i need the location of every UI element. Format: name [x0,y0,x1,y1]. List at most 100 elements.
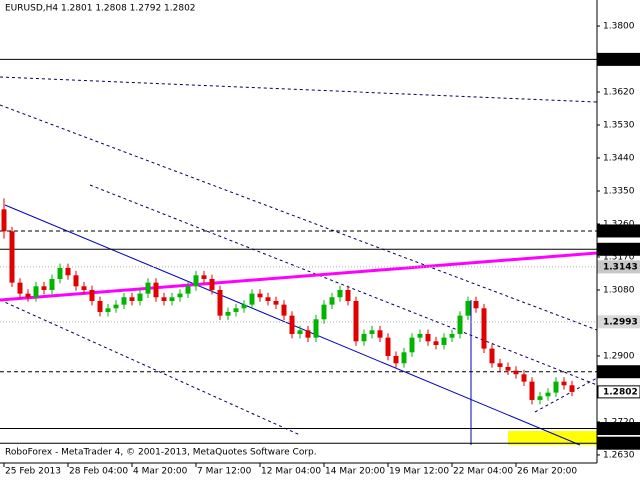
candle-body [457,315,463,334]
candle-body [505,366,511,371]
x-tick-label: 22 Mar 04:00 [453,467,513,477]
level-label: 1.3191 [603,245,638,255]
candle-body [313,319,319,338]
y-tick-label: 1.3440 [603,153,635,163]
levels [0,58,597,444]
candle-body [129,297,135,301]
resistance-line [0,251,598,302]
candle-body [369,330,375,334]
candle-body [401,352,407,364]
candle-body [337,289,343,298]
candle-body [97,300,103,312]
candle-body [169,297,175,301]
candle-body [185,286,191,294]
trend-line [0,299,301,436]
x-tick-label: 25 Feb 2013 [5,467,61,477]
candle-body [145,282,151,294]
candle-body [545,392,551,397]
x-tick-label: 28 Feb 04:00 [69,467,128,477]
candle-body [249,293,255,305]
level-box [597,224,640,238]
trend-lines [0,76,598,446]
candle-body [361,333,367,342]
x-tick-label: 19 Mar 12:00 [389,467,449,477]
candle-body [201,275,207,279]
footer: RoboForex - MetaTrader 4, © 2001-2013, M… [5,448,317,458]
chart-title: EURUSD,H4 1.2801 1.2808 1.2792 1.2802 [5,4,196,14]
level-box [597,315,640,329]
level-label: 1.3143 [603,262,638,272]
candle-body [385,337,391,356]
candle-body [537,396,543,400]
level-box [597,242,640,256]
x-tick-label: 14 Mar 20:00 [325,467,385,477]
candle-body [57,267,63,279]
candle-body [153,282,159,298]
candle-body [441,337,447,345]
target-zone [508,431,597,445]
candle-body [377,330,383,338]
level-box [597,260,640,274]
y-tick-label: 1.3620 [603,88,635,98]
candle-body [409,337,415,353]
axes: 1.38001.36201.35301.34401.33501.32601.31… [3,22,640,477]
candle-body [513,370,519,375]
candles [1,198,575,405]
level-box [597,422,640,436]
candle-body [449,333,455,338]
y-tick-label: 1.3080 [603,285,635,295]
level-label: 1.2857 [603,367,638,377]
trend-line [0,104,598,331]
y-tick-label: 1.3800 [603,22,635,32]
candle-body [297,330,303,334]
candle-body [209,278,215,290]
candle-body [217,289,223,316]
candle-body [89,289,95,301]
y-tick-label: 1.3530 [603,121,635,131]
y-tick-label: 1.2900 [603,351,635,361]
candle-body [233,308,239,312]
candle-body [105,308,111,312]
candle-body [73,275,79,287]
candle-body [321,304,327,320]
candle-body [25,293,31,298]
candle-body [177,293,183,298]
level-label: 1.2993 [603,317,638,327]
candle-body [473,300,479,309]
candle-body [281,304,287,316]
y-tick-label: 1.3350 [603,186,635,196]
candle-body [161,297,167,301]
candle-body [345,289,351,301]
level-label: 1.3241 [603,226,638,236]
candle-body [353,300,359,342]
candle-body [489,348,495,364]
x-tick-label: 4 Mar 20:00 [133,467,188,477]
candle-body [137,293,143,301]
candle-body [497,363,503,367]
candle-body [33,286,39,298]
candle-body [481,308,487,349]
candle-body [433,341,439,345]
candle-body [1,209,7,232]
candle-body [193,275,199,287]
candle-body [265,297,271,301]
candle-body [65,267,71,276]
candle-body [553,381,559,393]
candle-body [289,315,295,334]
candle-body [273,300,279,305]
candle-body [9,231,15,283]
candle-body [17,282,23,294]
candle-body [417,333,423,338]
x-tick-label: 26 Mar 20:00 [517,467,577,477]
candle-body [425,333,431,342]
candle-body [121,297,127,305]
level-box [597,385,640,399]
candle-body [241,304,247,309]
x-tick-label: 12 Mar 04:00 [261,467,321,477]
candle-body [329,297,335,305]
level-label: 1.3709 [603,55,638,65]
candle-body [569,385,575,392]
candle-body [49,278,55,290]
